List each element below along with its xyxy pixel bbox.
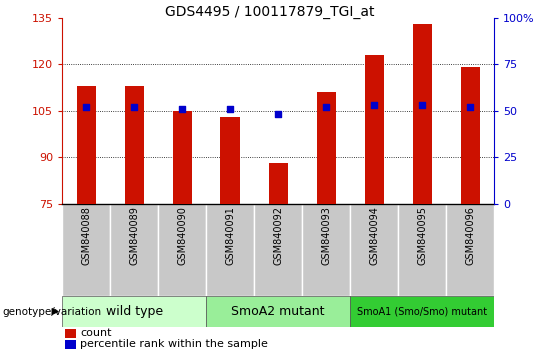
Bar: [125, 86, 144, 204]
Point: [82, 104, 90, 110]
Point: [466, 104, 475, 110]
Bar: [350, 296, 494, 327]
Bar: [206, 204, 254, 296]
Bar: [446, 204, 494, 296]
Text: SmoA1 (Smo/Smo) mutant: SmoA1 (Smo/Smo) mutant: [357, 307, 487, 316]
Point: [418, 102, 427, 108]
Point: [322, 104, 330, 110]
Bar: [461, 67, 480, 204]
Text: GSM840092: GSM840092: [273, 206, 283, 265]
Bar: [413, 24, 431, 204]
Bar: [316, 92, 336, 204]
Bar: [158, 204, 206, 296]
Text: GSM840093: GSM840093: [321, 206, 331, 265]
Text: GSM840094: GSM840094: [369, 206, 379, 265]
Text: GSM840089: GSM840089: [129, 206, 139, 265]
Point: [226, 106, 234, 112]
Bar: [110, 204, 158, 296]
Bar: [302, 204, 350, 296]
Bar: [206, 296, 350, 327]
Text: GSM840091: GSM840091: [225, 206, 235, 265]
Point: [274, 112, 282, 117]
Text: SmoA2 mutant: SmoA2 mutant: [231, 305, 325, 318]
Text: GSM840088: GSM840088: [81, 206, 91, 265]
Bar: [77, 86, 96, 204]
Bar: [65, 340, 76, 349]
Text: genotype/variation: genotype/variation: [3, 307, 102, 316]
Bar: [268, 163, 288, 204]
Point: [178, 106, 186, 112]
Bar: [254, 204, 302, 296]
Text: GSM840090: GSM840090: [177, 206, 187, 265]
Bar: [350, 204, 398, 296]
Bar: [172, 111, 192, 204]
Point: [130, 104, 138, 110]
Text: count: count: [80, 329, 112, 338]
Text: GSM840096: GSM840096: [465, 206, 475, 265]
Text: GSM840095: GSM840095: [417, 206, 427, 265]
Point: [370, 102, 379, 108]
Bar: [65, 329, 76, 338]
Text: percentile rank within the sample: percentile rank within the sample: [80, 339, 268, 349]
Bar: [62, 296, 206, 327]
Text: wild type: wild type: [105, 305, 163, 318]
Bar: [398, 204, 446, 296]
Bar: [62, 204, 110, 296]
Bar: [364, 55, 384, 204]
Bar: [220, 117, 240, 204]
Text: GDS4495 / 100117879_TGI_at: GDS4495 / 100117879_TGI_at: [165, 5, 375, 19]
